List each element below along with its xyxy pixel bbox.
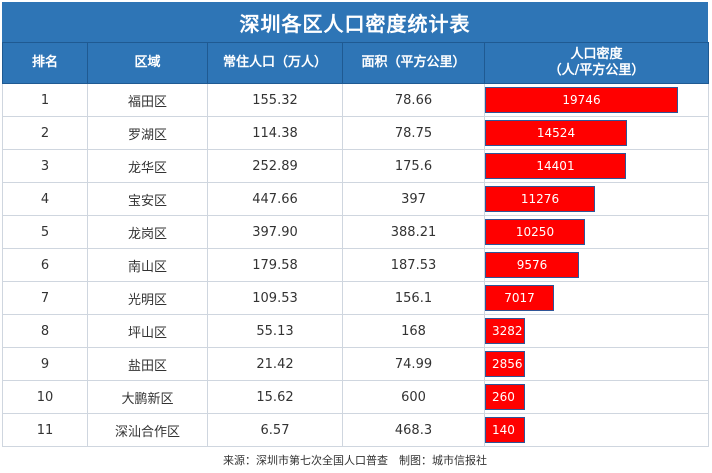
district-cell: 盐田区 [87,347,208,381]
rank-cell: 11 [2,413,88,447]
header-row: 排名 区域 常住人口（万人） 面积（平方公里） 人口密度 （人/平方公里） [2,42,709,84]
header-density: 人口密度 （人/平方公里） [484,42,709,84]
rank-cell: 6 [2,248,88,282]
table-row: 6 南山区 179.58 187.53 9576 [2,248,709,282]
rank-cell: 2 [2,116,88,150]
area-cell: 175.6 [342,149,485,183]
population-cell: 114.38 [207,116,343,150]
area-cell: 397 [342,182,485,216]
density-cell: 260 [484,380,709,414]
district-cell: 福田区 [87,83,208,117]
rank-cell: 8 [2,314,88,348]
table-row: 5 龙岗区 397.90 388.21 10250 [2,215,709,249]
density-bar: 140 [485,417,525,443]
table-title: 深圳各区人口密度统计表 [2,2,708,42]
district-cell: 罗湖区 [87,116,208,150]
population-cell: 397.90 [207,215,343,249]
density-cell: 14524 [484,116,709,150]
population-cell: 252.89 [207,149,343,183]
density-bar: 19746 [485,87,678,113]
density-cell: 9576 [484,248,709,282]
area-cell: 168 [342,314,485,348]
table-row: 4 宝安区 447.66 397 11276 [2,182,709,216]
density-bar: 9576 [485,252,579,278]
population-cell: 6.57 [207,413,343,447]
density-bar: 7017 [485,285,554,311]
table-row: 7 光明区 109.53 156.1 7017 [2,281,709,315]
area-cell: 388.21 [342,215,485,249]
density-bar: 14524 [485,120,627,146]
header-rank: 排名 [2,42,88,84]
rank-cell: 3 [2,149,88,183]
density-bar: 260 [485,384,525,410]
area-cell: 78.66 [342,83,485,117]
header-density-line2: （人/平方公里） [548,63,645,78]
density-cell: 19746 [484,83,709,117]
district-cell: 大鹏新区 [87,380,208,414]
density-bar: 2856 [485,351,525,377]
table-body: 1 福田区 155.32 78.66 19746 2 罗湖区 114.38 78.75 14524… [2,83,709,447]
district-cell: 坪山区 [87,314,208,348]
population-cell: 15.62 [207,380,343,414]
density-cell: 3282 [484,314,709,348]
district-cell: 南山区 [87,248,208,282]
table-row: 2 罗湖区 114.38 78.75 14524 [2,116,709,150]
density-cell: 140 [484,413,709,447]
area-cell: 468.3 [342,413,485,447]
population-cell: 447.66 [207,182,343,216]
density-cell: 10250 [484,215,709,249]
table-row: 10 大鹏新区 15.62 600 260 [2,380,709,414]
population-cell: 109.53 [207,281,343,315]
table-row: 11 深汕合作区 6.57 468.3 140 [2,413,709,447]
rank-cell: 5 [2,215,88,249]
rank-cell: 10 [2,380,88,414]
rank-cell: 7 [2,281,88,315]
area-cell: 156.1 [342,281,485,315]
header-population: 常住人口（万人） [207,42,343,84]
density-cell: 11276 [484,182,709,216]
area-cell: 78.75 [342,116,485,150]
area-cell: 600 [342,380,485,414]
density-bar: 3282 [485,318,525,344]
density-cell: 2856 [484,347,709,381]
population-cell: 155.32 [207,83,343,117]
density-bar: 11276 [485,186,595,212]
rank-cell: 1 [2,83,88,117]
rank-cell: 9 [2,347,88,381]
source-footer: 来源：深圳市第七次全国人口普查 制图：城市信报社 [223,454,487,467]
rank-cell: 4 [2,182,88,216]
table-row: 9 盐田区 21.42 74.99 2856 [2,347,709,381]
header-district: 区域 [87,42,208,84]
population-cell: 55.13 [207,314,343,348]
table-row: 8 坪山区 55.13 168 3282 [2,314,709,348]
density-cell: 7017 [484,281,709,315]
population-cell: 21.42 [207,347,343,381]
header-density-line1: 人口密度 [570,47,623,62]
area-cell: 187.53 [342,248,485,282]
table-row: 3 龙华区 252.89 175.6 14401 [2,149,709,183]
header-area: 面积（平方公里） [342,42,485,84]
density-cell: 14401 [484,149,709,183]
table-row: 1 福田区 155.32 78.66 19746 [2,83,709,117]
district-cell: 龙岗区 [87,215,208,249]
district-cell: 光明区 [87,281,208,315]
area-cell: 74.99 [342,347,485,381]
district-cell: 深汕合作区 [87,413,208,447]
district-cell: 宝安区 [87,182,208,216]
district-cell: 龙华区 [87,149,208,183]
population-cell: 179.58 [207,248,343,282]
density-bar: 14401 [485,153,626,179]
density-bar: 10250 [485,219,585,245]
